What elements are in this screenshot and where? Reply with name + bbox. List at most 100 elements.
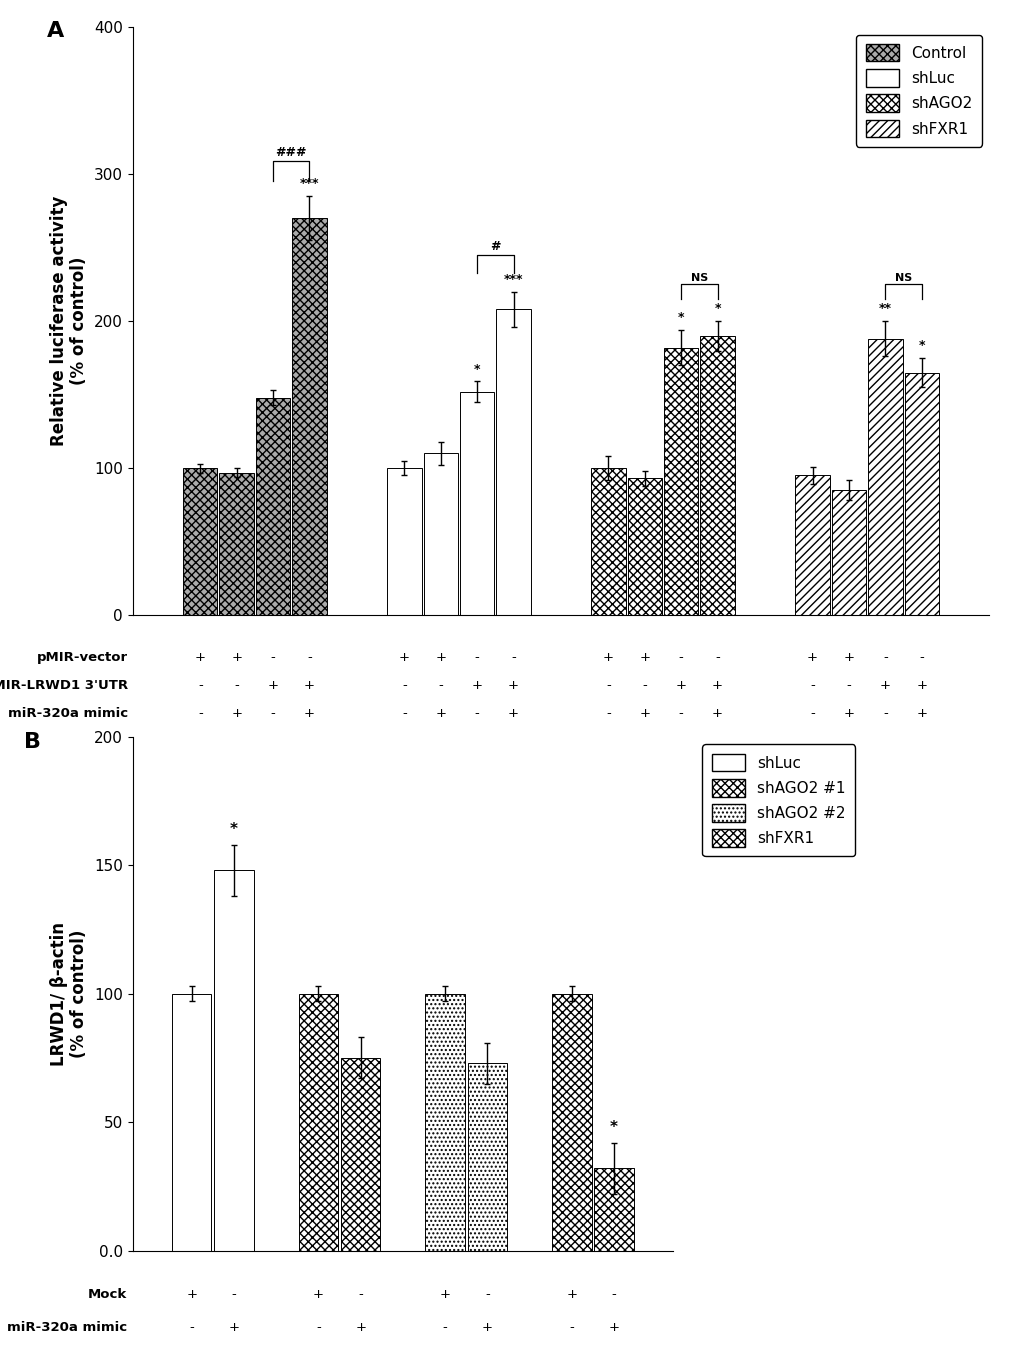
Text: -: - <box>809 679 814 692</box>
Text: -: - <box>231 1287 236 1301</box>
Bar <box>183 468 217 615</box>
Text: +: + <box>231 707 242 721</box>
Text: -: - <box>484 1287 489 1301</box>
Bar <box>256 397 290 615</box>
Text: +: + <box>355 1321 366 1334</box>
Text: -: - <box>358 1287 363 1301</box>
Text: +: + <box>435 652 446 664</box>
Text: -: - <box>474 707 479 721</box>
Text: +: + <box>843 707 854 721</box>
Text: ***: *** <box>300 177 319 191</box>
Text: +: + <box>186 1287 197 1301</box>
Text: +: + <box>398 652 410 664</box>
Text: -: - <box>401 707 407 721</box>
Text: -: - <box>679 707 683 721</box>
Legend: shLuc, shAGO2 #1, shAGO2 #2, shFXR1: shLuc, shAGO2 #1, shAGO2 #2, shFXR1 <box>702 745 854 856</box>
Bar <box>219 473 254 615</box>
Text: -: - <box>918 652 923 664</box>
Text: -: - <box>198 707 203 721</box>
Text: -: - <box>316 1321 321 1334</box>
Text: *: * <box>917 339 924 352</box>
Text: -: - <box>234 679 238 692</box>
Text: +: + <box>915 707 926 721</box>
Bar <box>340 1057 380 1251</box>
Text: +: + <box>304 679 315 692</box>
Bar <box>292 218 326 615</box>
Text: +: + <box>313 1287 324 1301</box>
Text: +: + <box>675 679 686 692</box>
Text: +: + <box>481 1321 492 1334</box>
Text: +: + <box>439 1287 450 1301</box>
Bar <box>795 476 828 615</box>
Bar <box>467 1063 506 1251</box>
Text: NS: NS <box>894 273 911 283</box>
Text: -: - <box>401 679 407 692</box>
Y-axis label: Relative luciferase activity
(% of control): Relative luciferase activity (% of contr… <box>50 196 89 446</box>
Bar <box>663 347 698 615</box>
Text: -: - <box>605 707 610 721</box>
Text: -: - <box>642 679 647 692</box>
Text: +: + <box>711 679 722 692</box>
Bar <box>460 392 494 615</box>
Text: +: + <box>195 652 206 664</box>
Bar <box>591 468 625 615</box>
Text: +: + <box>602 652 613 664</box>
Text: -: - <box>198 679 203 692</box>
Bar <box>496 310 530 615</box>
Text: -: - <box>270 707 275 721</box>
Text: *: * <box>713 303 720 315</box>
Text: +: + <box>843 652 854 664</box>
Text: +: + <box>915 679 926 692</box>
Text: +: + <box>879 679 890 692</box>
Text: -: - <box>511 652 516 664</box>
Bar <box>904 373 937 615</box>
Text: -: - <box>882 707 887 721</box>
Text: pMIR-vector: pMIR-vector <box>37 652 128 664</box>
Text: +: + <box>435 707 446 721</box>
Text: +: + <box>806 652 817 664</box>
Text: ###: ### <box>275 146 307 160</box>
Bar <box>172 994 211 1251</box>
Bar <box>214 871 254 1251</box>
Text: +: + <box>507 679 519 692</box>
Text: +: + <box>231 652 242 664</box>
Bar <box>700 335 734 615</box>
Text: -: - <box>846 679 851 692</box>
Text: miR-320a mimic: miR-320a mimic <box>7 1321 127 1334</box>
Text: *: * <box>474 362 480 376</box>
Text: *: * <box>678 311 684 324</box>
Text: -: - <box>679 652 683 664</box>
Bar <box>594 1168 633 1251</box>
Bar <box>425 994 465 1251</box>
Bar <box>551 994 591 1251</box>
Text: +: + <box>304 707 315 721</box>
Text: **: ** <box>878 303 891 315</box>
Legend: Control, shLuc, shAGO2, shFXR1: Control, shLuc, shAGO2, shFXR1 <box>856 35 981 146</box>
Bar <box>867 339 902 615</box>
Text: -: - <box>611 1287 615 1301</box>
Text: +: + <box>608 1321 619 1334</box>
Text: NS: NS <box>690 273 707 283</box>
Text: +: + <box>639 652 650 664</box>
Text: +: + <box>711 707 722 721</box>
Text: -: - <box>442 1321 447 1334</box>
Text: -: - <box>882 652 887 664</box>
Text: -: - <box>270 652 275 664</box>
Text: -: - <box>438 679 442 692</box>
Text: #: # <box>489 241 500 253</box>
Text: pMIR-LRWD1 3'UTR: pMIR-LRWD1 3'UTR <box>0 679 128 692</box>
Text: +: + <box>471 679 482 692</box>
Text: miR-320a mimic: miR-320a mimic <box>8 707 128 721</box>
Text: +: + <box>639 707 650 721</box>
Text: -: - <box>714 652 719 664</box>
Text: -: - <box>809 707 814 721</box>
Text: *: * <box>229 822 237 837</box>
Bar <box>423 453 458 615</box>
Text: A: A <box>47 22 64 41</box>
Text: ***: *** <box>503 273 523 285</box>
Y-axis label: LRWD1/ β-actin
(% of control): LRWD1/ β-actin (% of control) <box>50 922 89 1065</box>
Bar <box>830 491 865 615</box>
Text: +: + <box>228 1321 239 1334</box>
Text: Mock: Mock <box>88 1287 127 1301</box>
Bar <box>387 468 421 615</box>
